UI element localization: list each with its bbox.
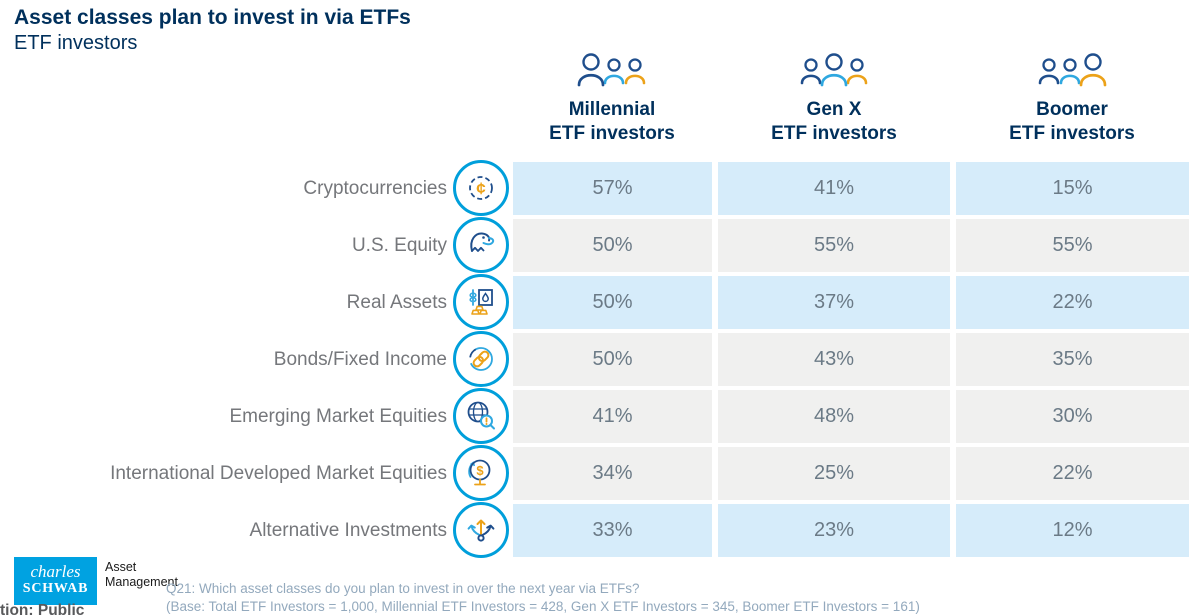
value-cell-millennial: 50% [513, 276, 712, 329]
charles-schwab-logo: charles SCHWAB [14, 557, 97, 605]
value-cell-millennial: 41% [513, 390, 712, 443]
value-cell-boomer: 30% [956, 390, 1189, 443]
footnote-line2: (Base: Total ETF Investors = 1,000, Mill… [166, 598, 920, 614]
row-label: Alternative Investments [249, 520, 447, 541]
row-label: U.S. Equity [351, 235, 447, 256]
classification-label: tion: Public [0, 602, 85, 616]
svg-text:$: $ [476, 463, 484, 478]
value-cell-boomer: 22% [956, 276, 1189, 329]
column-label-line1: Boomer [1036, 99, 1108, 120]
chain-link-icon [453, 331, 509, 387]
asset-management-label: Asset Management [105, 560, 178, 590]
column-label-line1: Gen X [806, 99, 862, 120]
globe-magnifier-icon [453, 388, 509, 444]
table-row: U.S. Equity 50% 55% 55% [0, 217, 1200, 273]
value-cell-genx: 41% [718, 162, 950, 215]
column-header-genx: Gen X ETF investors [714, 52, 954, 146]
brand-unit-line1: Asset [105, 560, 137, 574]
value-cell-boomer: 22% [956, 447, 1189, 500]
eagle-icon [453, 217, 509, 273]
column-header-millennial: Millennial ETF investors [492, 52, 732, 146]
value-cell-boomer: 35% [956, 333, 1189, 386]
row-label: International Developed Market Equities [110, 463, 447, 484]
survey-footnote: Q21: Which asset classes do you plan to … [166, 580, 920, 615]
column-label-line1: Millennial [568, 99, 656, 120]
millennial-group-icon [577, 53, 646, 87]
column-header-boomer: Boomer ETF investors [952, 52, 1192, 146]
value-cell-millennial: 50% [513, 333, 712, 386]
page-title: Asset classes plan to invest in via ETFs [14, 6, 411, 29]
table-row: Emerging Market Equities 41% 48% 30% [0, 388, 1200, 444]
logo-schwab-text: SCHWAB [22, 581, 89, 596]
column-label-line2: ETF investors [1009, 123, 1135, 144]
table-row: Bonds/Fixed Income 50% 43% 35% [0, 331, 1200, 387]
value-cell-boomer: 12% [956, 504, 1189, 557]
svg-text:¢: ¢ [476, 179, 486, 198]
table-row: Alternative Investments 33% 23% 12% [0, 502, 1200, 558]
value-cell-boomer: 55% [956, 219, 1189, 272]
value-cell-genx: 25% [718, 447, 950, 500]
column-label-line2: ETF investors [549, 123, 675, 144]
cryptocurrency-cent-icon: ¢ [453, 160, 509, 216]
value-cell-millennial: 50% [513, 219, 712, 272]
table-row: Real Assets 50% 37% 22% [0, 274, 1200, 330]
row-label: Emerging Market Equities [229, 406, 447, 427]
row-label: Bonds/Fixed Income [273, 349, 447, 370]
footnote-line1: Q21: Which asset classes do you plan to … [166, 581, 640, 596]
branching-arrows-icon [453, 502, 509, 558]
table-row: International Developed Market Equities … [0, 445, 1200, 501]
value-cell-millennial: 33% [513, 504, 712, 557]
wheat-oil-gold-icon [453, 274, 509, 330]
value-cell-genx: 48% [718, 390, 950, 443]
logo-charles-text: charles [30, 562, 81, 581]
column-label-line2: ETF investors [771, 123, 897, 144]
value-cell-genx: 43% [718, 333, 950, 386]
boomer-group-icon [1038, 53, 1107, 87]
value-cell-genx: 55% [718, 219, 950, 272]
page-subtitle: ETF investors [14, 32, 138, 54]
value-cell-millennial: 57% [513, 162, 712, 215]
value-cell-genx: 23% [718, 504, 950, 557]
brand-unit-line2: Management [105, 575, 178, 589]
value-cell-boomer: 15% [956, 162, 1189, 215]
table-row: Cryptocurrencies ¢ 57% 41% 15% [0, 160, 1200, 216]
row-label: Cryptocurrencies [303, 178, 447, 199]
value-cell-millennial: 34% [513, 447, 712, 500]
genx-group-icon [800, 53, 868, 87]
value-cell-genx: 37% [718, 276, 950, 329]
row-label: Real Assets [346, 292, 447, 313]
globe-dollar-icon: $ [453, 445, 509, 501]
